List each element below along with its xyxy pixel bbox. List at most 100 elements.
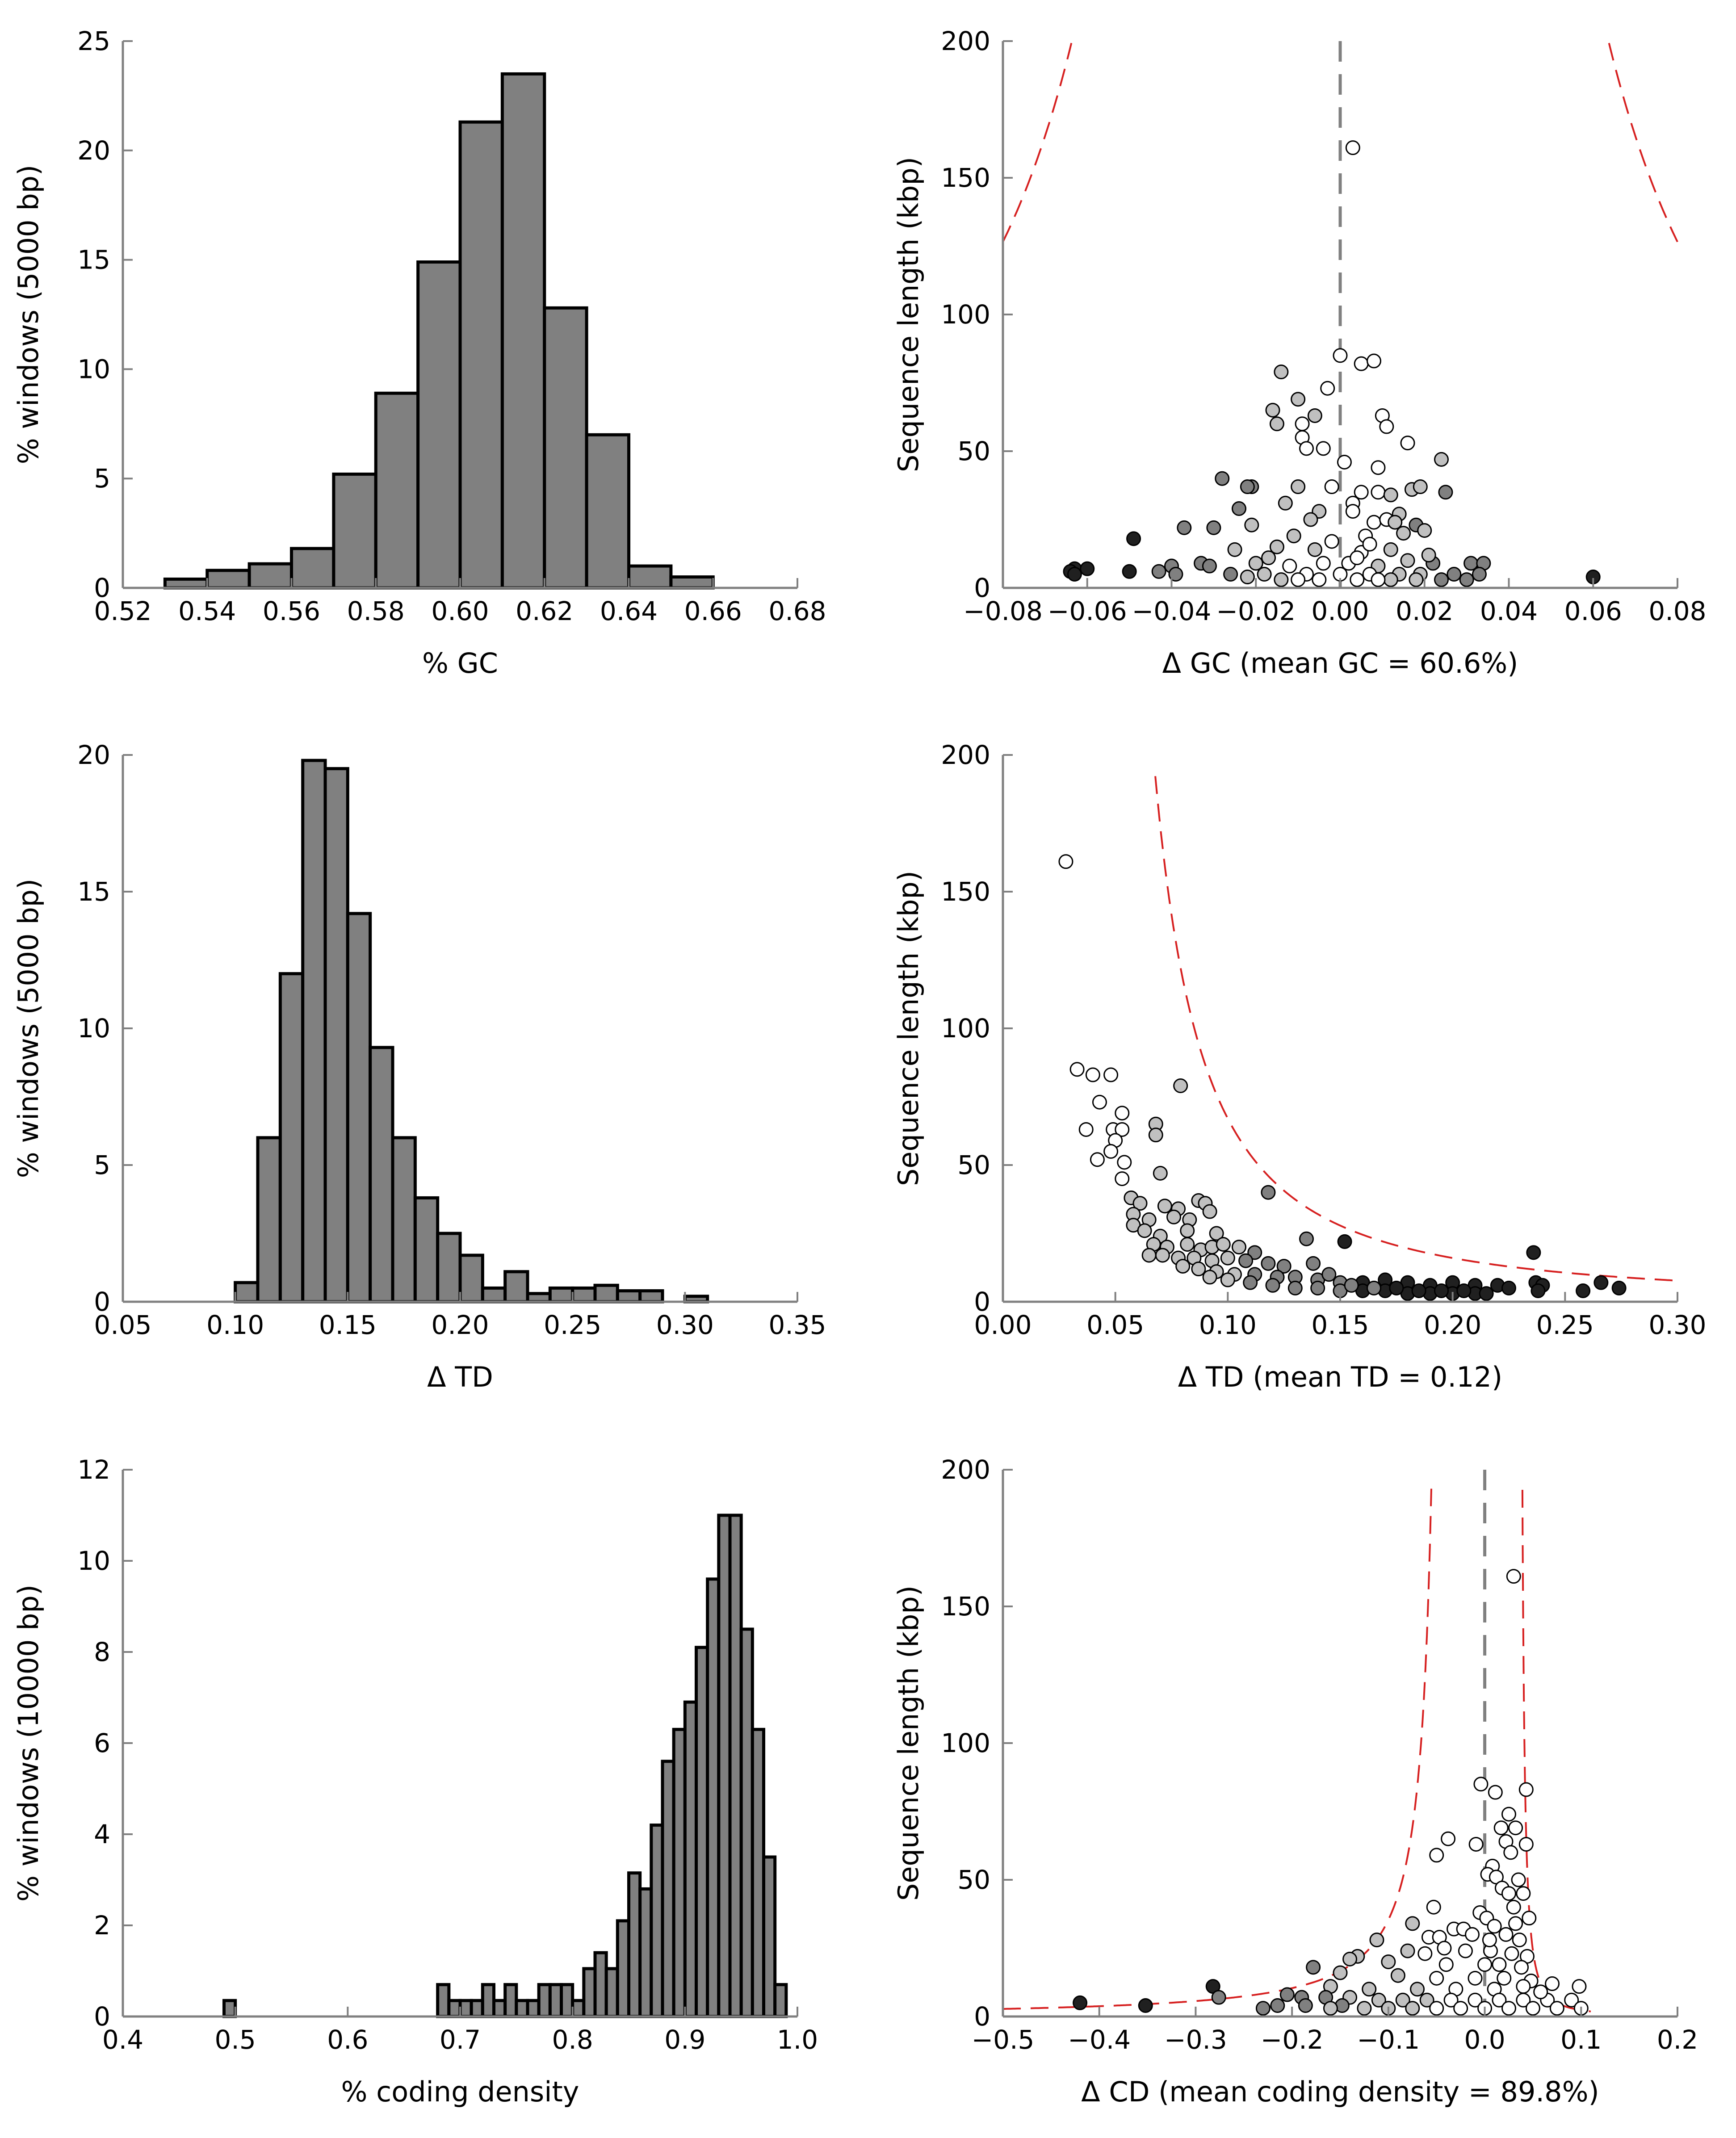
cd-scatter-point	[1342, 1951, 1358, 1966]
td-hist-bar	[323, 767, 349, 1304]
gc-scatter-point	[1312, 572, 1327, 587]
cd-scatter-point	[1564, 1992, 1579, 2008]
gc-scatter-point	[1345, 504, 1360, 519]
td-hist-x-tick-label: 0.20	[431, 1310, 489, 1340]
cd-hist-y-tick-label: 12	[77, 1455, 110, 1485]
td-scatter-point	[1153, 1165, 1168, 1181]
cd-scatter-x-label: Δ CD (mean coding density = 89.8%)	[1081, 2075, 1599, 2108]
gc-scatter-x-tick-label: −0.04	[1132, 596, 1212, 626]
cd-hist-y-tick-label: 2	[94, 1910, 110, 1941]
gc-scatter-point	[1350, 550, 1365, 566]
cd-hist-bar	[470, 1999, 484, 2018]
td-hist-x-tick-label: 0.35	[768, 1310, 826, 1340]
cd-scatter-point	[1400, 1943, 1415, 1958]
cd-scatter-y-tick-label: 200	[941, 1455, 990, 1485]
gc-scatter-point	[1177, 520, 1192, 535]
cd-scatter-point	[1518, 1836, 1534, 1852]
gc-scatter-x-tick-label: −0.02	[1216, 596, 1296, 626]
gc-scatter-point	[1282, 558, 1297, 574]
cd-hist-bar	[537, 1983, 552, 2018]
cd-hist-bar	[526, 1999, 541, 2018]
cd-scatter-y-tick-label: 0	[974, 2001, 990, 2032]
gc-scatter-panel: −0.08 −0.06 −0.04 −0.02 0.00 0.02 0.04 0.06 0.08…	[892, 26, 1707, 679]
cd-hist-y-tick-label: 6	[94, 1728, 110, 1758]
cd-scatter-point	[1255, 2001, 1271, 2016]
td-scatter-point	[1069, 1062, 1085, 1077]
gc-scatter-point	[1303, 512, 1318, 527]
cd-hist-bar	[650, 1824, 664, 2018]
gc-scatter-point	[1396, 526, 1411, 541]
cd-hist-bar	[706, 1577, 721, 2018]
cd-hist-bar	[503, 1983, 518, 2018]
gc-scatter-point	[1248, 556, 1263, 571]
cd-hist-bar	[604, 1967, 619, 2018]
cd-scatter-point	[1506, 1899, 1521, 1915]
cd-hist-bar	[458, 1999, 473, 2018]
gc-scatter-point	[1417, 523, 1432, 538]
cd-scatter-point	[1468, 1970, 1483, 1986]
gc-hist-bar	[627, 564, 673, 590]
gc-hist-y-tick-label: 0	[94, 573, 110, 603]
cd-scatter-point	[1501, 2001, 1516, 2016]
td-hist-y-tick-label: 20	[77, 740, 110, 770]
cd-hist-bar	[582, 1967, 597, 2018]
gc-scatter-y-tick-label: 200	[941, 26, 990, 56]
gc-hist-bar	[416, 260, 462, 590]
gc-scatter-point	[1295, 416, 1310, 432]
cd-scatter-point	[1468, 1992, 1483, 2008]
cd-hist-bar	[560, 1983, 574, 2018]
cd-scatter-point	[1279, 1987, 1295, 2002]
cd-scatter-x-tick-label: −0.3	[1164, 2025, 1227, 2055]
td-hist-x-tick-label: 0.05	[94, 1310, 151, 1340]
td-hist-bar	[391, 1136, 417, 1304]
td-hist-y-tick-label: 15	[77, 876, 110, 907]
cd-scatter-point	[1501, 1886, 1516, 1901]
cd-hist-bar	[447, 1999, 462, 2018]
cd-scatter-point	[1516, 1886, 1531, 1901]
cd-hist-x-tick-label: 0.9	[664, 2025, 705, 2055]
gc-scatter-point	[1320, 381, 1335, 396]
td-hist-bar	[301, 759, 327, 1304]
gc-scatter-point	[1324, 479, 1339, 495]
cd-scatter-point	[1410, 1982, 1425, 1997]
td-hist-bar	[458, 1253, 484, 1304]
td-scatter-point	[1092, 1094, 1107, 1110]
gc-hist-bar	[290, 547, 335, 590]
gc-scatter-y-label: Sequence length (kbp)	[892, 157, 925, 472]
gc-scatter-point	[1307, 408, 1322, 423]
cd-scatter-point	[1468, 1836, 1484, 1852]
gc-hist-bar	[458, 120, 504, 590]
gc-hist-y-tick-label: 10	[77, 354, 110, 384]
cd-hist-bar	[627, 1871, 642, 2018]
cd-scatter-point	[1443, 1992, 1459, 2008]
gc-scatter-point	[1206, 520, 1221, 535]
cd-scatter-point	[1371, 1992, 1386, 2008]
gc-scatter-point	[1291, 572, 1306, 587]
cd-hist-y-tick-label: 8	[94, 1637, 110, 1667]
gc-hist-x-tick-label: 0.66	[684, 596, 742, 626]
gc-hist-y-tick-label: 20	[77, 135, 110, 166]
td-scatter-point	[1115, 1106, 1130, 1121]
gc-scatter-point	[1240, 479, 1255, 495]
cd-scatter-point	[1417, 1946, 1433, 1961]
gc-scatter-point	[1274, 365, 1289, 380]
td-scatter-point	[1173, 1078, 1188, 1094]
cd-scatter-point	[1477, 1957, 1493, 1972]
td-scatter-x-tick-label: 0.25	[1536, 1310, 1594, 1340]
cd-hist-bar	[773, 1983, 788, 2018]
gc-scatter-point	[1379, 419, 1394, 434]
gc-scatter-point	[1215, 471, 1230, 486]
cd-hist-bar	[571, 1999, 586, 2018]
cd-scatter-x-tick-label: −0.5	[972, 2025, 1035, 2055]
gc-scatter-point	[1400, 553, 1415, 568]
cd-scatter-point	[1504, 1946, 1519, 1961]
td-hist-x-tick-label: 0.25	[544, 1310, 601, 1340]
gc-scatter-x-tick-label: 0.04	[1480, 596, 1538, 626]
td-hist-bar	[413, 1196, 440, 1304]
td-hist-panel: 0.05 0.10 0.15 0.20 0.25 0.30 0.35 0 5 10 15 20 Δ TD…	[12, 740, 826, 1393]
gc-hist-bar	[247, 562, 293, 590]
gc-scatter-point	[1278, 495, 1293, 511]
gc-scatter-point	[1269, 416, 1284, 432]
gc-scatter-point	[1434, 572, 1449, 587]
